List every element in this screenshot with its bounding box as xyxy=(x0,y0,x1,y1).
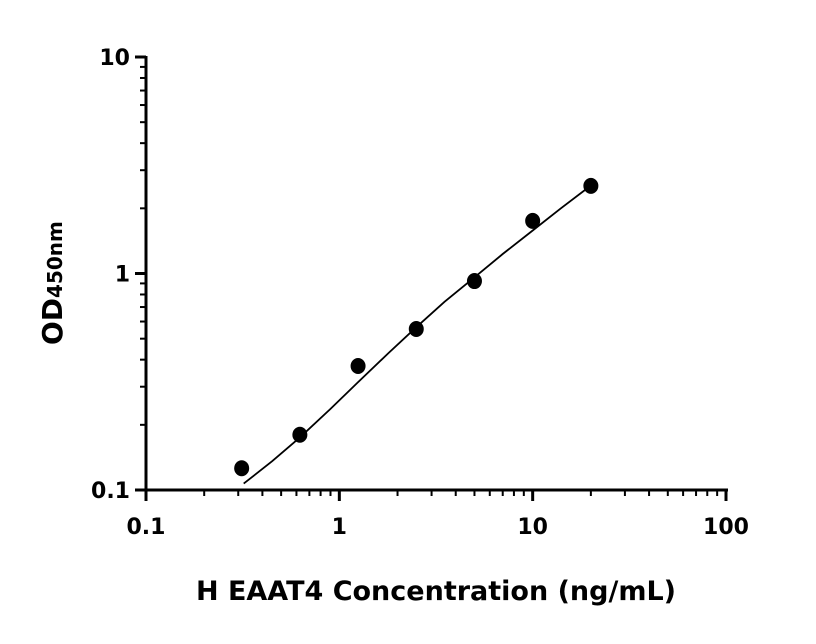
data-point xyxy=(350,357,366,374)
data-point xyxy=(292,426,308,443)
y-axis-label-main: OD xyxy=(36,298,69,345)
y-tick-label: 0.1 xyxy=(91,479,130,504)
x-tick-label: 10 xyxy=(517,515,548,540)
data-point xyxy=(525,212,541,229)
y-tick-label: 10 xyxy=(99,46,130,71)
data-point xyxy=(234,460,250,477)
x-tick-label: 0.1 xyxy=(127,515,166,540)
x-axis-label: H EAAT4 Concentration (ng/mL) xyxy=(196,576,676,607)
y-axis-label-sub: 450nm xyxy=(43,221,67,298)
y-axis-label: OD450nm xyxy=(36,221,69,345)
y-tick-label: 1 xyxy=(115,263,130,288)
x-tick-label: 100 xyxy=(703,515,749,540)
data-point xyxy=(466,273,482,290)
data-points xyxy=(234,177,599,477)
svg-text:OD450nm: OD450nm xyxy=(36,221,69,345)
data-point xyxy=(408,321,424,338)
axes: 0.1 1 10 100 0.1 1 10 xyxy=(91,46,749,540)
x-tick-label: 1 xyxy=(332,515,347,540)
data-point xyxy=(583,177,599,194)
